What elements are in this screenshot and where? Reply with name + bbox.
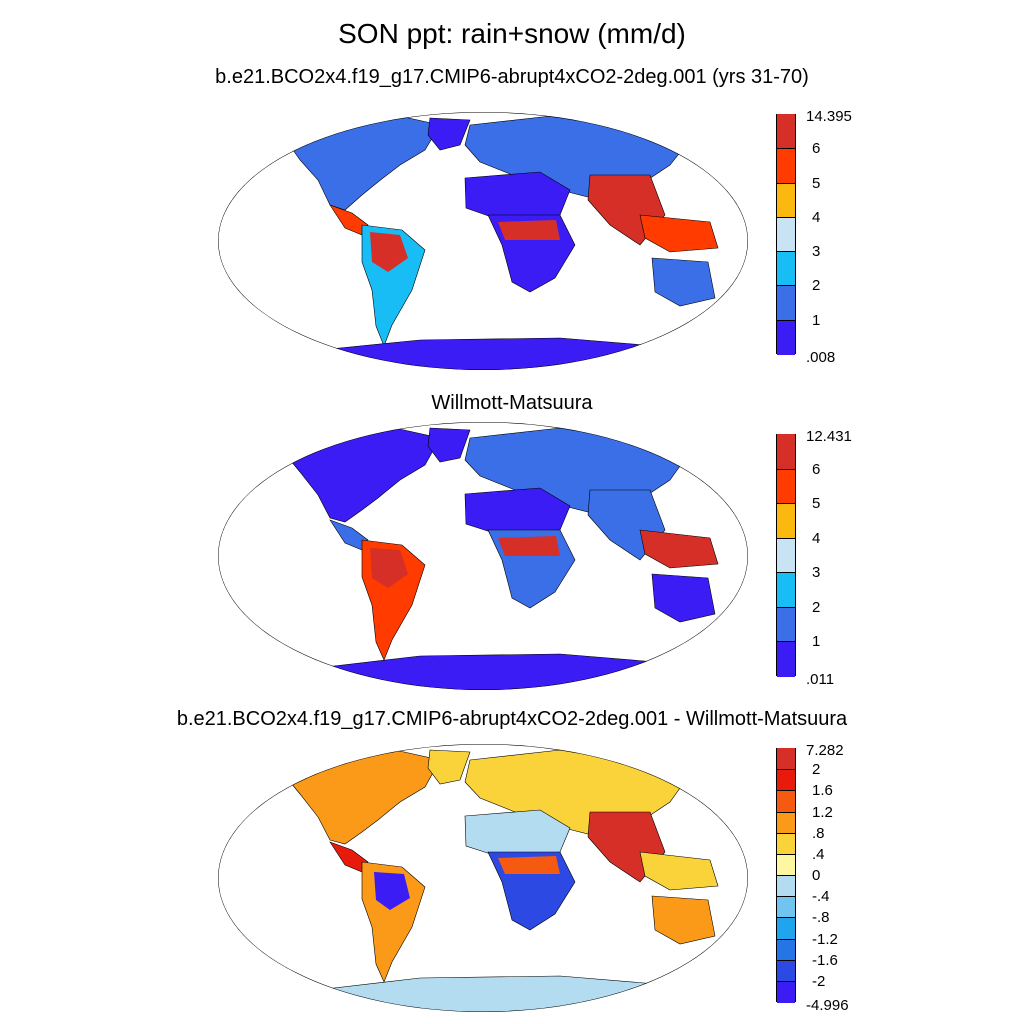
maritime-continent-region bbox=[639, 214, 719, 253]
map-panel-difference bbox=[218, 744, 748, 1012]
colorbar-segment bbox=[777, 216, 795, 253]
colorbar-segment bbox=[777, 790, 795, 813]
africa-tropics bbox=[498, 536, 560, 556]
amazon-region bbox=[370, 232, 408, 272]
colorbar-tick-label: 12.431 bbox=[806, 428, 852, 445]
colorbar-segment bbox=[777, 896, 795, 919]
colorbar-segment bbox=[777, 748, 795, 771]
colorbar-tick-label: 4 bbox=[812, 208, 821, 226]
colorbar-tick-label: .008 bbox=[806, 349, 836, 366]
colorbar-segment bbox=[777, 606, 795, 643]
africa-tropics bbox=[498, 220, 560, 240]
colorbar-tick-label: 1.2 bbox=[812, 803, 833, 821]
amazon-region bbox=[374, 872, 410, 910]
map-panel-model bbox=[218, 112, 748, 370]
maritime-continent-region bbox=[639, 529, 719, 569]
colorbar-tick-label: -2 bbox=[812, 972, 826, 990]
colorbar-tick-label: .011 bbox=[806, 671, 835, 688]
colorbar-segment bbox=[777, 959, 795, 982]
colorbar-tick-label: 1 bbox=[812, 633, 821, 651]
colorbar-segment bbox=[777, 434, 795, 470]
colorbar-segment bbox=[777, 832, 795, 855]
colorbar-tick-label: 5 bbox=[812, 174, 821, 192]
north-america-region bbox=[285, 749, 441, 845]
colorbar-tick-label: 6 bbox=[812, 140, 821, 158]
panel-3-title: b.e21.BCO2x4.f19_g17.CMIP6-abrupt4xCO2-2… bbox=[176, 708, 848, 730]
colorbar-tick-label: 1 bbox=[812, 311, 821, 329]
amazon-region bbox=[370, 548, 408, 588]
colorbar-tick-label: 2 bbox=[812, 277, 821, 295]
north-america-region bbox=[285, 427, 441, 523]
colorbar-observations bbox=[776, 434, 796, 677]
colorbar-tick-label: .4 bbox=[812, 845, 825, 863]
map-panel-observations bbox=[218, 422, 748, 690]
australia-region bbox=[651, 573, 716, 623]
colorbar-tick-label: 14.395 bbox=[806, 108, 852, 125]
colorbar-tick-label: 7.282 bbox=[806, 742, 844, 759]
colorbar-tick-label: 3 bbox=[812, 243, 821, 261]
colorbar-tick-label: 6 bbox=[812, 460, 821, 478]
colorbar-segment bbox=[777, 572, 795, 608]
colorbar-tick-label: 4 bbox=[812, 529, 821, 547]
colorbar-tick-label: 1.6 bbox=[812, 782, 833, 800]
colorbar-segment bbox=[777, 875, 795, 898]
colorbar-segment bbox=[777, 917, 795, 940]
greenland-region bbox=[427, 427, 471, 463]
colorbar-segment bbox=[777, 769, 795, 792]
colorbar-segment bbox=[777, 938, 795, 961]
colorbar-tick-label: -.8 bbox=[812, 909, 830, 927]
colorbar-tick-label: -4.996 bbox=[806, 997, 849, 1014]
colorbar-tick-label: -1.2 bbox=[812, 930, 838, 948]
panel-1-title: b.e21.BCO2x4.f19_g17.CMIP6-abrupt4xCO2-2… bbox=[215, 66, 809, 88]
colorbar-tick-label: .8 bbox=[812, 824, 825, 842]
colorbar-tick-label: 3 bbox=[812, 564, 821, 582]
greenland-region bbox=[427, 749, 471, 785]
colorbar-segment bbox=[777, 853, 795, 876]
colorbar-segment bbox=[777, 468, 795, 505]
colorbar-segment bbox=[777, 148, 795, 184]
colorbar-model bbox=[776, 114, 796, 355]
colorbar-segment bbox=[777, 251, 795, 287]
colorbar-segment bbox=[777, 503, 795, 539]
colorbar-segment bbox=[777, 811, 795, 834]
colorbar-tick-label: -1.6 bbox=[812, 951, 838, 969]
colorbar-segment bbox=[777, 285, 795, 321]
colorbar-segment bbox=[777, 114, 795, 150]
colorbar-segment bbox=[777, 182, 795, 218]
colorbar-segment bbox=[777, 980, 795, 1003]
colorbar-difference bbox=[776, 748, 796, 1003]
colorbar-segment bbox=[777, 319, 795, 355]
australia-region bbox=[651, 895, 716, 945]
maritime-continent-region bbox=[639, 851, 719, 891]
greenland-region bbox=[427, 117, 471, 151]
colorbar-segment bbox=[777, 641, 795, 677]
colorbar-tick-label: 2 bbox=[812, 761, 821, 779]
colorbar-tick-label: 0 bbox=[812, 867, 821, 884]
figure-title: SON ppt: rain+snow (mm/d) bbox=[338, 18, 686, 49]
colorbar-tick-label: 2 bbox=[812, 598, 821, 616]
colorbar-tick-label: 5 bbox=[812, 495, 821, 513]
colorbar-segment bbox=[777, 537, 795, 574]
colorbar-tick-label: -.4 bbox=[812, 888, 830, 906]
africa-tropics bbox=[498, 856, 560, 874]
panel-2-title: Willmott-Matsuura bbox=[431, 392, 593, 414]
australia-region bbox=[651, 257, 716, 307]
